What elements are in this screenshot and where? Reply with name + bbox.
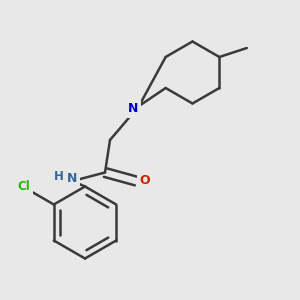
Text: O: O — [140, 173, 150, 187]
Text: N: N — [67, 172, 77, 184]
Text: Cl: Cl — [18, 180, 30, 193]
Text: N: N — [128, 102, 138, 115]
Text: H: H — [54, 170, 63, 184]
